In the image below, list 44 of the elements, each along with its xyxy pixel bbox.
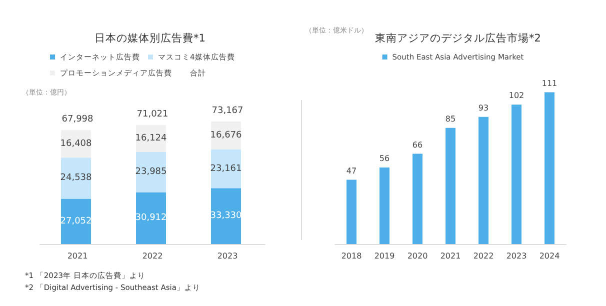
data-label: 56: [379, 154, 390, 163]
data-label: 85: [445, 114, 456, 124]
data-label: 24,538: [60, 173, 92, 184]
total-label: 71,021: [136, 110, 168, 120]
x-tick-label: 2022: [142, 252, 163, 260]
bar: [478, 116, 488, 244]
data-label: 16,408: [60, 138, 92, 149]
data-label: 102: [508, 91, 524, 100]
bar: [544, 92, 554, 244]
data-label: 47: [346, 166, 357, 176]
x-tick-label: 2021: [440, 252, 461, 260]
x-tick-label: 2023: [506, 252, 527, 260]
chart-title: 東南アジアのデジタル広告市場*2: [375, 32, 541, 44]
x-tick-label: 2022: [473, 252, 494, 260]
x-tick-label: 2023: [217, 252, 238, 260]
bar: [380, 167, 390, 244]
x-tick-label: 2020: [407, 252, 428, 260]
bar: [61, 198, 91, 244]
bar: [211, 149, 241, 188]
bar: [61, 158, 91, 199]
bar: [136, 152, 166, 192]
bar: [412, 154, 422, 244]
bar: [512, 104, 522, 244]
chart-title: 日本の媒体別広告費*1: [94, 32, 206, 44]
data-label: 30,912: [135, 213, 167, 224]
data-label: 16,676: [210, 130, 242, 140]
data-label: 111: [542, 78, 558, 88]
total-label: 73,167: [212, 106, 244, 116]
data-label: 23,985: [135, 167, 167, 178]
data-label: 27,052: [60, 216, 92, 226]
total-label: 67,998: [62, 114, 94, 125]
bar: [136, 192, 166, 244]
data-label: 66: [412, 140, 423, 150]
bar: [446, 128, 456, 244]
data-label: 93: [478, 103, 489, 112]
x-tick-label: 2018: [341, 252, 362, 260]
x-tick-label: 2019: [374, 252, 395, 260]
bar: [346, 180, 356, 244]
data-label: 16,124: [135, 134, 168, 144]
x-tick-label: 2021: [67, 252, 88, 260]
data-label: 33,330: [210, 211, 242, 222]
bar: [211, 188, 241, 244]
data-label: 23,161: [210, 164, 242, 174]
x-tick-label: 2024: [539, 252, 560, 260]
